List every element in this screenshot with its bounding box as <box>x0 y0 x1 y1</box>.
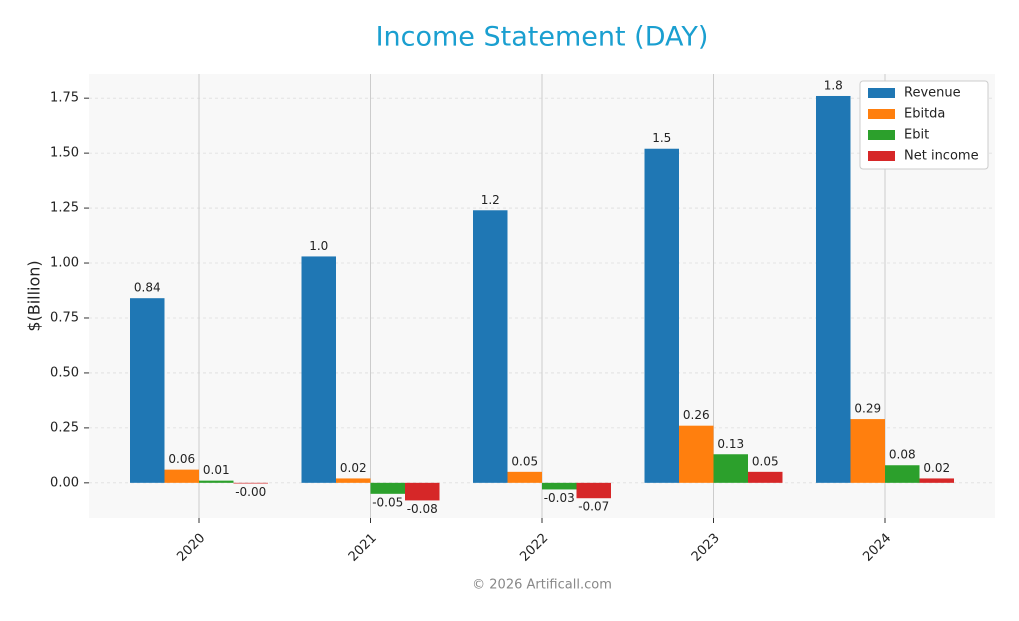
bar <box>164 469 199 483</box>
data-label: 0.05 <box>752 454 779 468</box>
data-label: 0.08 <box>889 448 916 462</box>
data-label: 0.01 <box>203 463 230 477</box>
bar <box>542 482 577 490</box>
y-tick-label: 0.50 <box>50 365 79 380</box>
data-label: -0.05 <box>372 495 403 509</box>
bar <box>199 480 234 483</box>
legend-swatch <box>868 109 895 119</box>
data-label: 0.06 <box>168 452 195 466</box>
x-tick-label: 2024 <box>860 531 894 565</box>
bar <box>233 482 268 484</box>
data-label: -0.07 <box>578 500 609 514</box>
bar <box>473 210 508 483</box>
data-label: -0.03 <box>544 491 575 505</box>
legend-label: Ebitda <box>904 107 945 122</box>
y-tick-label: 1.50 <box>50 146 79 161</box>
chart-title: Income Statement (DAY) <box>376 22 709 53</box>
bar <box>748 471 783 483</box>
legend-box <box>859 80 989 170</box>
data-label: 1.5 <box>652 131 671 145</box>
bar <box>850 419 885 483</box>
legend-label: Revenue <box>904 86 961 101</box>
legend-swatch <box>868 130 895 140</box>
footer: © 2026 Artificall.com <box>472 578 612 593</box>
y-axis-label: $(Billion) <box>25 260 44 331</box>
bar <box>679 425 714 483</box>
data-label: 0.29 <box>854 402 881 416</box>
data-label: -0.08 <box>407 502 438 516</box>
data-label: 0.84 <box>134 281 161 295</box>
legend-swatch <box>868 88 895 98</box>
bar <box>405 482 440 501</box>
data-label: 1.8 <box>824 78 843 92</box>
data-label: -0.00 <box>235 485 266 499</box>
bar <box>336 478 371 483</box>
data-label: 0.26 <box>683 408 710 422</box>
data-label: 1.0 <box>309 239 328 253</box>
bar <box>713 454 748 483</box>
bar <box>301 256 336 483</box>
y-tick-label: 1.25 <box>50 201 79 216</box>
legend-label: Net income <box>904 149 979 164</box>
data-label: 0.02 <box>340 461 367 475</box>
bar <box>370 482 405 494</box>
bar <box>919 478 954 483</box>
legend-label: Ebit <box>904 128 929 143</box>
y-tick-label: 0.00 <box>50 475 79 490</box>
bar <box>130 298 165 483</box>
x-tick-label: 2023 <box>689 531 723 565</box>
y-tick-label: 1.75 <box>50 91 79 106</box>
y-tick-label: 1.00 <box>50 256 79 271</box>
data-label: 0.02 <box>923 461 950 475</box>
data-label: 1.2 <box>481 193 500 207</box>
data-label: 0.05 <box>511 454 538 468</box>
bar <box>644 148 679 483</box>
bar <box>576 482 611 499</box>
bar <box>507 471 542 483</box>
x-tick-label: 2021 <box>346 531 380 565</box>
legend-swatch <box>868 151 895 161</box>
y-tick-label: 0.75 <box>50 310 79 325</box>
bar <box>816 95 851 483</box>
y-tick-label: 0.25 <box>50 420 79 435</box>
x-tick-label: 2022 <box>517 531 551 565</box>
x-tick-label: 2020 <box>174 531 208 565</box>
data-label: 0.13 <box>717 437 744 451</box>
bar <box>885 465 920 483</box>
